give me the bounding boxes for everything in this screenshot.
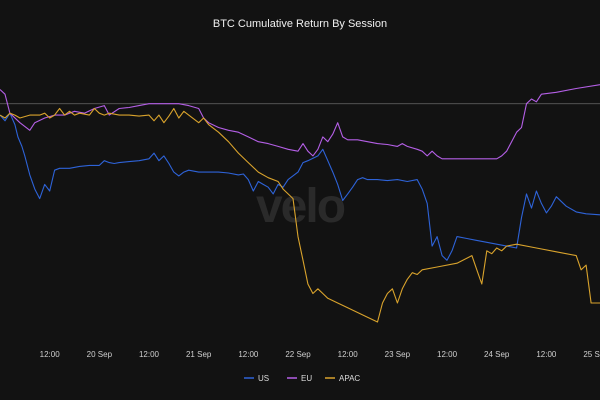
x-tick-label: 20 Sep bbox=[87, 350, 113, 359]
legend-label: EU bbox=[301, 374, 312, 383]
x-tick-label: 12:00 bbox=[338, 350, 359, 359]
watermark-logo: velo bbox=[256, 180, 345, 233]
x-tick-label: 12:00 bbox=[536, 350, 557, 359]
x-tick-label: 25 Sep bbox=[583, 350, 600, 359]
series-line-eu bbox=[0, 84, 600, 160]
x-tick-label: 12:00 bbox=[139, 350, 160, 359]
x-tick-label: 21 Sep bbox=[186, 350, 212, 359]
legend-item-eu[interactable]: EU bbox=[287, 374, 312, 383]
legend-label: US bbox=[258, 374, 269, 383]
series-line-apac bbox=[0, 107, 600, 323]
legend-item-apac[interactable]: APAC bbox=[325, 374, 360, 383]
x-tick-label: 22 Sep bbox=[285, 350, 311, 359]
legend-label: APAC bbox=[339, 374, 360, 383]
x-tick-label: 12:00 bbox=[238, 350, 259, 359]
legend: US EU APAC bbox=[244, 374, 360, 383]
x-tick-label: 23 Sep bbox=[385, 350, 411, 359]
x-axis-ticks: 12:00 20 Sep 12:00 21 Sep 12:00 22 Sep 12:00 23… bbox=[40, 350, 600, 359]
legend-item-us[interactable]: US bbox=[244, 374, 269, 383]
chart-title: BTC Cumulative Return By Session bbox=[213, 18, 387, 30]
series-layer bbox=[0, 84, 600, 323]
series-line-us bbox=[0, 112, 600, 261]
x-tick-label: 24 Sep bbox=[484, 350, 510, 359]
x-tick-label: 12:00 bbox=[40, 350, 61, 359]
x-tick-label: 12:00 bbox=[437, 350, 458, 359]
